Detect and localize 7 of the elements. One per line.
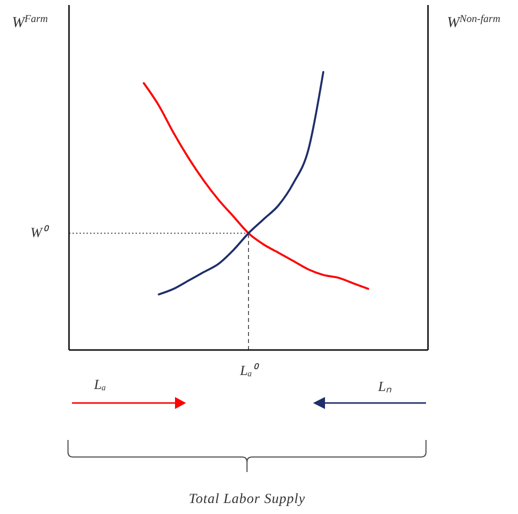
text: Lₐ⁰ bbox=[239, 363, 260, 379]
y2-axis-title: W$^{Non-farm}$ bbox=[447, 14, 501, 31]
text: Lₐ bbox=[93, 378, 106, 393]
y-axis-title: W$^{Farm}$ bbox=[12, 14, 48, 31]
text: Lₙ bbox=[377, 380, 392, 395]
ref-line-label: W⁰ bbox=[30, 225, 50, 242]
text: Total Labor Supply bbox=[188, 492, 306, 507]
